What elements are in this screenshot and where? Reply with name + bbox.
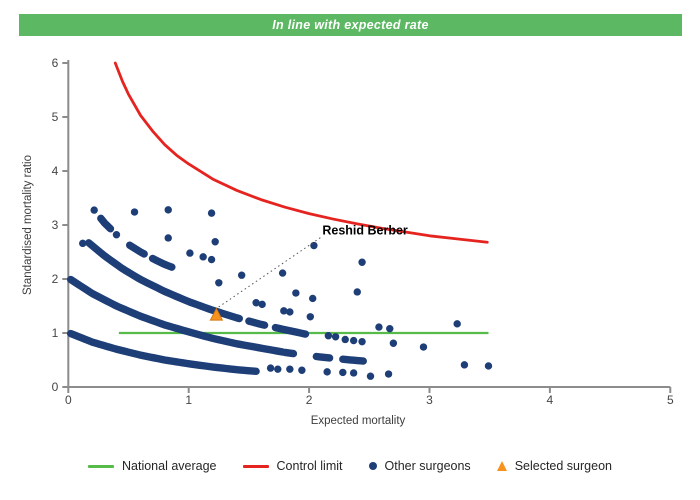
legend-label: Other surgeons (384, 459, 471, 473)
y-tick-label: 4 (52, 164, 59, 178)
other-surgeon-point[interactable] (286, 365, 294, 373)
y-tick-label: 2 (52, 272, 59, 286)
x-axis-title: Expected mortality (311, 415, 406, 427)
other-surgeon-point[interactable] (386, 324, 394, 333)
other-surgeon-point[interactable] (280, 307, 288, 315)
legend-item-national-average[interactable]: National average (88, 459, 217, 473)
other-surgeon-point[interactable] (286, 308, 294, 316)
other-surgeon-point[interactable] (460, 361, 469, 369)
other-surgeon-point[interactable] (358, 258, 366, 266)
other-surgeon-point[interactable] (366, 372, 375, 380)
status-banner-title: In line with expected rate (272, 18, 429, 32)
other-surgeons-band[interactable] (339, 355, 367, 365)
other-surgeons-band[interactable] (67, 329, 260, 376)
other-surgeon-point[interactable] (199, 253, 207, 261)
other-surgeon-point[interactable] (90, 206, 98, 214)
x-tick-label: 0 (65, 393, 72, 407)
annotation-leader-line (218, 237, 321, 308)
other-surgeon-point[interactable] (341, 335, 349, 344)
other-surgeon-point[interactable] (207, 209, 216, 217)
other-surgeon-point[interactable] (331, 333, 340, 341)
x-tick-label: 1 (185, 393, 192, 407)
other-surgeon-point[interactable] (278, 269, 287, 277)
other-surgeons-band[interactable] (126, 241, 148, 258)
y-axis-title: Standardised mortality ratio (22, 155, 34, 295)
y-tick-label: 5 (52, 110, 59, 124)
control-limit-line-swatch (242, 464, 269, 468)
other-surgeon-point[interactable] (349, 369, 358, 377)
other-surgeon-point[interactable] (252, 299, 260, 307)
y-tick-label: 0 (52, 380, 59, 394)
other-surgeon-point[interactable] (353, 288, 361, 296)
other-surgeon-point[interactable] (292, 289, 300, 297)
other-surgeon-point[interactable] (79, 239, 87, 248)
status-banner: In line with expected rate (19, 14, 682, 36)
other-surgeon-point[interactable] (324, 332, 333, 340)
other-surgeon-point[interactable] (164, 234, 172, 242)
other-surgeon-point[interactable] (274, 365, 282, 373)
other-surgeon-point[interactable] (375, 323, 383, 331)
other-surgeon-point[interactable] (310, 241, 318, 250)
other-surgeon-point[interactable] (453, 320, 461, 328)
other-surgeon-point[interactable] (339, 368, 347, 377)
other-surgeon-point[interactable] (130, 208, 139, 216)
other-surgeon-point[interactable] (306, 313, 315, 321)
other-surgeon-point[interactable] (323, 368, 331, 376)
other-surgeon-point[interactable] (298, 366, 306, 374)
other-surgeon-point[interactable] (164, 206, 172, 214)
x-tick-label: 5 (667, 393, 674, 407)
other-surgeon-point[interactable] (258, 300, 266, 309)
national-average-line-swatch (88, 464, 114, 468)
chart-legend: National average Control limit Other sur… (0, 455, 700, 477)
other-surgeon-point[interactable] (358, 337, 366, 346)
legend-label: Selected surgeon (514, 459, 612, 473)
y-tick-label: 6 (52, 56, 59, 70)
y-tick-label: 1 (52, 326, 59, 340)
other-surgeon-point[interactable] (349, 336, 358, 345)
other-surgeon-point[interactable] (112, 231, 121, 239)
other-surgeon-point[interactable] (186, 249, 194, 257)
other-surgeon-point[interactable] (211, 238, 219, 246)
legend-label: Control limit (276, 459, 343, 473)
selected-surgeon-triangle-swatch (496, 461, 507, 471)
legend-item-control-limit[interactable]: Control limit (242, 459, 343, 473)
other-surgeon-point[interactable] (384, 370, 393, 378)
annotation-label: Reshid Berber (322, 224, 408, 238)
other-surgeons-band[interactable] (67, 275, 287, 356)
other-surgeons-band[interactable] (312, 352, 334, 362)
other-surgeons-band[interactable] (271, 323, 310, 338)
legend-label: National average (122, 459, 217, 473)
x-tick-label: 4 (547, 393, 554, 407)
y-tick-label: 3 (52, 218, 59, 232)
selected-surgeon-marker[interactable] (209, 307, 224, 321)
other-surgeon-point[interactable] (389, 339, 398, 347)
other-surgeons-band[interactable] (97, 214, 115, 233)
other-surgeons-band[interactable] (148, 254, 176, 271)
other-surgeon-point[interactable] (419, 343, 428, 351)
x-tick-label: 2 (306, 393, 313, 407)
other-surgeon-point[interactable] (484, 362, 493, 370)
other-surgeon-point[interactable] (207, 255, 216, 264)
other-surgeon-point[interactable] (237, 271, 246, 279)
control-limit-curve (113, 61, 489, 244)
other-surgeon-point[interactable] (309, 294, 317, 303)
other-surgeon-point[interactable] (215, 279, 223, 287)
legend-item-other-surgeons[interactable]: Other surgeons (368, 459, 471, 473)
other-surgeons-dot-swatch (368, 462, 377, 470)
x-tick-label: 3 (426, 393, 433, 407)
other-surgeons-band[interactable] (281, 348, 298, 358)
legend-item-selected-surgeon[interactable]: Selected surgeon (496, 459, 612, 473)
other-surgeons-band[interactable] (245, 317, 269, 329)
other-surgeon-point[interactable] (266, 364, 275, 372)
series-layer: Reshid Berber (67, 61, 493, 380)
